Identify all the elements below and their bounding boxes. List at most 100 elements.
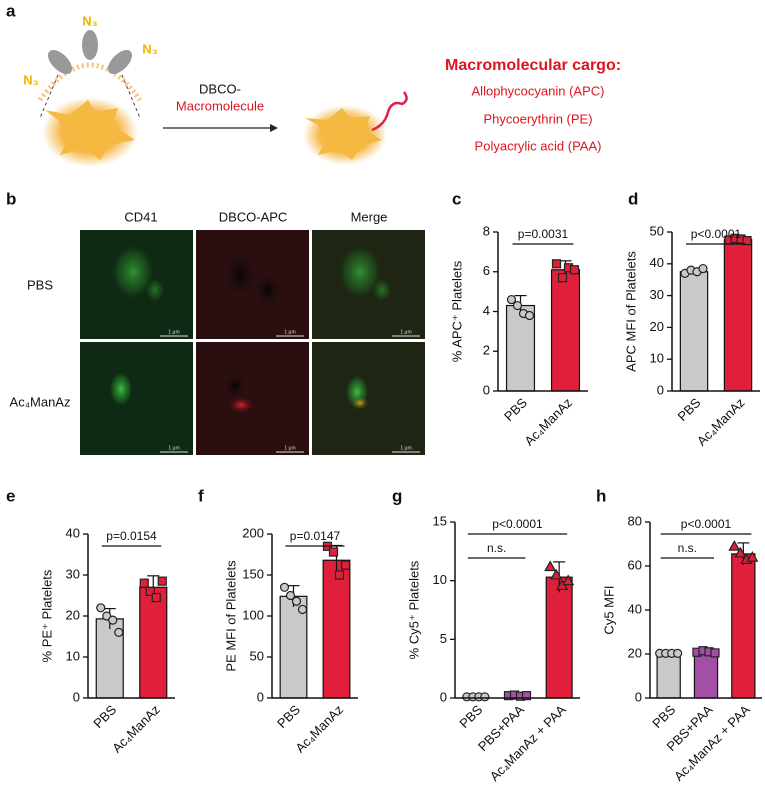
data-point — [521, 691, 532, 701]
y-tick-label: 40 — [650, 255, 664, 270]
y-tick-label: 20 — [650, 319, 664, 334]
annotation: n.s. — [487, 541, 506, 555]
data-point — [114, 627, 124, 638]
data-point — [157, 576, 167, 586]
data-point — [710, 648, 720, 658]
reagent-text: Macromolecule — [176, 98, 264, 113]
bar — [723, 239, 753, 392]
bar — [679, 271, 709, 392]
data-point — [562, 574, 575, 586]
y-axis-label: APC MFI of Platelets — [623, 251, 638, 372]
panel-label: h — [596, 486, 606, 505]
y-tick-label: 0 — [73, 689, 80, 704]
cargo-item: Polyacrylic acid (PAA) — [475, 138, 602, 153]
x-tick-label: PBS — [649, 702, 678, 731]
bar — [731, 553, 756, 699]
y-tick-label: 0 — [657, 382, 664, 397]
micrographs — [80, 230, 425, 455]
y-tick-label: 0 — [440, 689, 447, 704]
data-point — [673, 648, 683, 658]
annotation: p=0.0147 — [290, 529, 341, 543]
column-header: CD41 — [124, 209, 157, 224]
panel-label: c — [452, 189, 461, 208]
column-header: DBCO-APC — [219, 209, 288, 224]
y-tick-label: 6 — [483, 263, 490, 278]
scale-bar-label: 1 μm — [168, 445, 179, 451]
data-point — [742, 235, 752, 246]
scale-bar-label: 1 μm — [284, 329, 295, 335]
data-point — [569, 265, 580, 275]
y-tick-label: 30 — [650, 287, 664, 302]
y-axis-label: PE MFI of Platelets — [223, 560, 238, 672]
data-point — [506, 294, 517, 305]
annotation: n.s. — [678, 541, 697, 555]
data-point — [279, 582, 290, 592]
bar — [550, 269, 581, 392]
bar — [545, 576, 573, 699]
data-point — [550, 568, 563, 580]
data-point — [512, 300, 523, 311]
annotation: p=0.0154 — [106, 529, 157, 543]
cell-diagram — [37, 30, 408, 167]
cargo-item: Phycoerythrin (PE) — [483, 111, 592, 126]
annotation: p<0.0001 — [691, 227, 742, 241]
y-axis-label: % PE⁺ Platelets — [39, 569, 54, 662]
y-tick-label: 50 — [650, 223, 664, 238]
y-tick-label: 40 — [628, 601, 642, 616]
data-point — [328, 547, 339, 557]
data-point — [285, 590, 296, 601]
y-tick-label: 0 — [257, 689, 264, 704]
x-tick-label: PBS — [501, 395, 530, 424]
y-tick-label: 50 — [250, 648, 264, 663]
x-tick-label: Ac₄ManAz + PAA — [487, 702, 569, 784]
azide-label: N₃ — [23, 72, 38, 87]
y-tick-label: 200 — [242, 525, 264, 540]
y-tick-label: 10 — [66, 648, 80, 663]
y-tick-label: 80 — [628, 513, 642, 528]
y-tick-label: 0 — [483, 382, 490, 397]
y-tick-label: 4 — [483, 303, 490, 318]
column-header: Merge — [351, 209, 388, 224]
y-tick-label: 15 — [433, 513, 447, 528]
data-point — [96, 603, 106, 613]
scale-bar-label: 1 μm — [400, 329, 411, 335]
data-point — [557, 273, 568, 283]
azide-label: N₃ — [82, 13, 97, 28]
y-axis-label: % Cy5⁺ Platelets — [406, 560, 421, 659]
panel-label: a — [6, 1, 16, 20]
data-point — [746, 550, 759, 562]
y-tick-label: 20 — [628, 645, 642, 660]
reagent-text: DBCO- — [199, 81, 241, 96]
y-tick-label: 10 — [650, 351, 664, 366]
annotation: p<0.0001 — [492, 517, 543, 531]
data-point — [734, 546, 747, 558]
data-point — [551, 259, 562, 269]
y-tick-label: 30 — [66, 566, 80, 581]
bar — [322, 559, 351, 699]
data-point — [297, 604, 308, 615]
scale-bar-label: 1 μm — [400, 445, 411, 451]
y-tick-label: 5 — [440, 631, 447, 646]
data-point — [524, 310, 535, 321]
data-point — [151, 592, 161, 603]
annotation: p<0.0001 — [681, 517, 732, 531]
y-tick-label: 20 — [66, 607, 80, 622]
row-header: Ac₄ManAz — [10, 394, 71, 409]
annotation: p=0.0031 — [518, 227, 569, 241]
bar — [656, 652, 681, 699]
y-tick-label: 8 — [483, 223, 490, 238]
cargo-title: Macromolecular cargo: — [445, 57, 621, 74]
y-tick-label: 150 — [242, 566, 264, 581]
x-tick-label: PBS — [456, 702, 485, 731]
row-header: PBS — [27, 277, 53, 292]
data-point — [334, 570, 345, 580]
x-tick-label: PBS — [90, 702, 119, 731]
bar — [693, 651, 719, 699]
data-point — [480, 692, 490, 702]
panel-label: e — [6, 486, 15, 505]
panel-label: g — [392, 486, 402, 505]
y-tick-label: 2 — [483, 343, 490, 358]
panel-label: b — [6, 189, 16, 208]
x-tick-label: PBS — [274, 702, 303, 731]
y-axis-label: % APC⁺ Platelets — [449, 260, 464, 362]
